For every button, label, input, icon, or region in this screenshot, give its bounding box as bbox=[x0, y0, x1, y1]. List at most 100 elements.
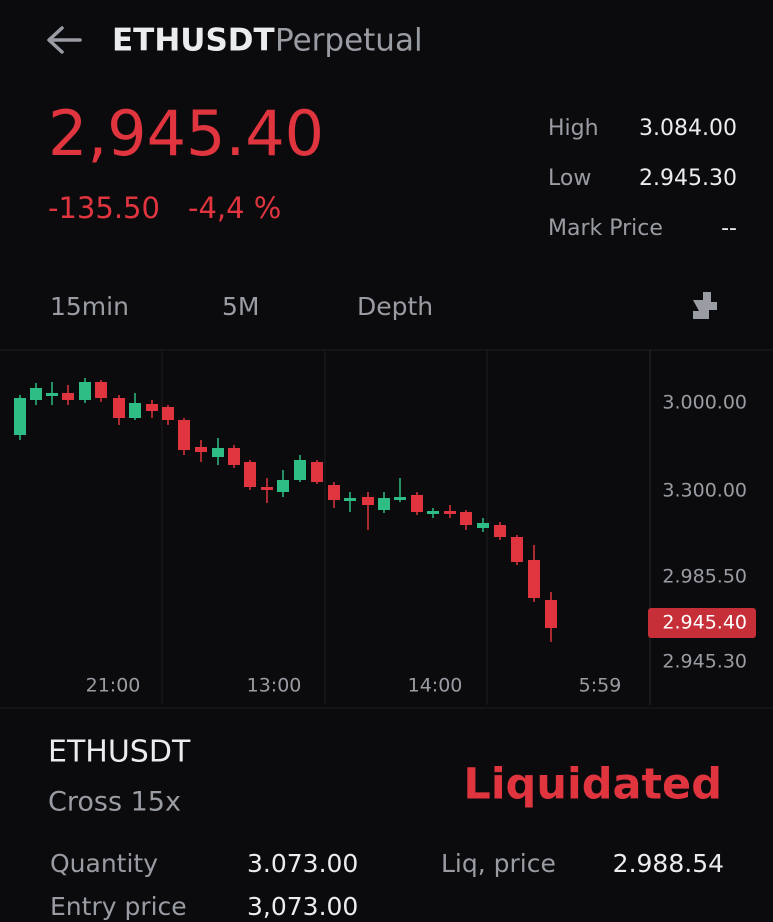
candle-body bbox=[195, 447, 207, 452]
candle-body bbox=[528, 560, 540, 598]
price-change-percent: -4,4 % bbox=[188, 191, 281, 225]
price-axis-label: 3.000.00 bbox=[662, 392, 747, 414]
position-symbol: ETHUSDT bbox=[48, 735, 191, 770]
field-value: 2.988.54 bbox=[613, 849, 724, 878]
candle bbox=[62, 385, 74, 405]
candle bbox=[460, 510, 472, 530]
candle bbox=[411, 492, 423, 515]
symbol: ETHUSDT bbox=[112, 23, 275, 59]
back-button[interactable] bbox=[47, 26, 82, 54]
candle-body bbox=[79, 382, 91, 400]
candle bbox=[212, 438, 224, 465]
candle-body bbox=[212, 448, 224, 457]
candle-body bbox=[113, 398, 125, 418]
time-axis-label: 21:00 bbox=[86, 675, 141, 697]
candle bbox=[14, 395, 26, 440]
candle bbox=[378, 492, 390, 513]
candle bbox=[545, 592, 557, 642]
time-axis-label: 5:59 bbox=[579, 675, 622, 697]
candle-body bbox=[95, 382, 107, 398]
tab[interactable]: Depth bbox=[357, 292, 433, 321]
candle bbox=[277, 470, 289, 497]
price-axis-label: 3.300.00 bbox=[662, 480, 747, 502]
candle-body bbox=[427, 511, 439, 514]
candle bbox=[511, 535, 523, 565]
candle-body bbox=[394, 497, 406, 500]
price-axis-label: 2.945.30 bbox=[662, 651, 747, 673]
candle bbox=[394, 478, 406, 502]
candle-body bbox=[494, 525, 506, 537]
price-change: -135.50 bbox=[48, 191, 160, 225]
candle-body bbox=[244, 462, 256, 487]
candle-body bbox=[545, 600, 557, 628]
candle-body bbox=[328, 485, 340, 500]
candle bbox=[195, 440, 207, 462]
candle bbox=[46, 382, 58, 405]
last-price: 2,945.40 bbox=[48, 97, 324, 170]
candle-body bbox=[477, 523, 489, 528]
position-status: Liquidated bbox=[463, 760, 722, 810]
candle bbox=[228, 445, 240, 468]
candle-body bbox=[460, 512, 472, 525]
candle-body bbox=[62, 393, 74, 400]
candle-body bbox=[228, 448, 240, 465]
candle bbox=[95, 380, 107, 402]
candle-body bbox=[311, 462, 323, 482]
stat-value: 3.084.00 bbox=[639, 116, 737, 141]
candlestick-chart bbox=[0, 349, 773, 709]
tab[interactable]: 15min bbox=[50, 292, 129, 321]
candle-body bbox=[511, 537, 523, 562]
candle-body bbox=[129, 403, 141, 418]
candle bbox=[178, 418, 190, 455]
candle-body bbox=[444, 511, 456, 514]
field-value: 3,073.00 bbox=[247, 892, 358, 921]
tab[interactable]: 5M bbox=[222, 292, 259, 321]
field-label: Quantity bbox=[50, 849, 158, 878]
field-label: Liq, price bbox=[441, 849, 556, 878]
candle bbox=[344, 492, 356, 512]
price-axis-label: 2.985.50 bbox=[662, 566, 747, 588]
current-price-box bbox=[648, 608, 756, 638]
candle-body bbox=[146, 404, 158, 411]
contract-type: Perpetual bbox=[275, 23, 423, 59]
candle bbox=[79, 378, 91, 403]
field-label: Entry price bbox=[50, 892, 187, 921]
candle-body bbox=[277, 480, 289, 492]
candle bbox=[244, 460, 256, 490]
time-axis-label: 14:00 bbox=[408, 675, 463, 697]
time-axis-label: 13:00 bbox=[247, 675, 302, 697]
candle bbox=[146, 400, 158, 418]
stat-label: Low bbox=[548, 166, 591, 191]
candle bbox=[261, 478, 273, 503]
candle bbox=[444, 505, 456, 518]
field-value: 3.073.00 bbox=[247, 849, 358, 878]
settings-icon[interactable] bbox=[693, 292, 717, 319]
candle bbox=[162, 405, 174, 425]
stat-label: High bbox=[548, 116, 599, 141]
candle bbox=[362, 492, 374, 530]
candle-body bbox=[46, 393, 58, 396]
stat-value: -- bbox=[721, 216, 737, 241]
candle-body bbox=[14, 398, 26, 435]
candle-body bbox=[294, 460, 306, 480]
candle bbox=[311, 460, 323, 484]
candle bbox=[427, 508, 439, 518]
position-margin: Cross 15x bbox=[48, 787, 181, 818]
candle-body bbox=[411, 495, 423, 512]
candle bbox=[129, 393, 141, 420]
candle bbox=[113, 395, 125, 425]
candle bbox=[494, 522, 506, 540]
candle bbox=[294, 455, 306, 482]
candle-body bbox=[162, 407, 174, 420]
candle-body bbox=[378, 498, 390, 510]
current-price-label: 2.945.40 bbox=[662, 612, 747, 634]
candle-body bbox=[30, 388, 42, 400]
candle-body bbox=[178, 420, 190, 450]
candle-body bbox=[261, 487, 273, 490]
candle bbox=[477, 518, 489, 532]
candle bbox=[528, 545, 540, 602]
candle-body bbox=[362, 497, 374, 505]
candle-body bbox=[344, 498, 356, 501]
